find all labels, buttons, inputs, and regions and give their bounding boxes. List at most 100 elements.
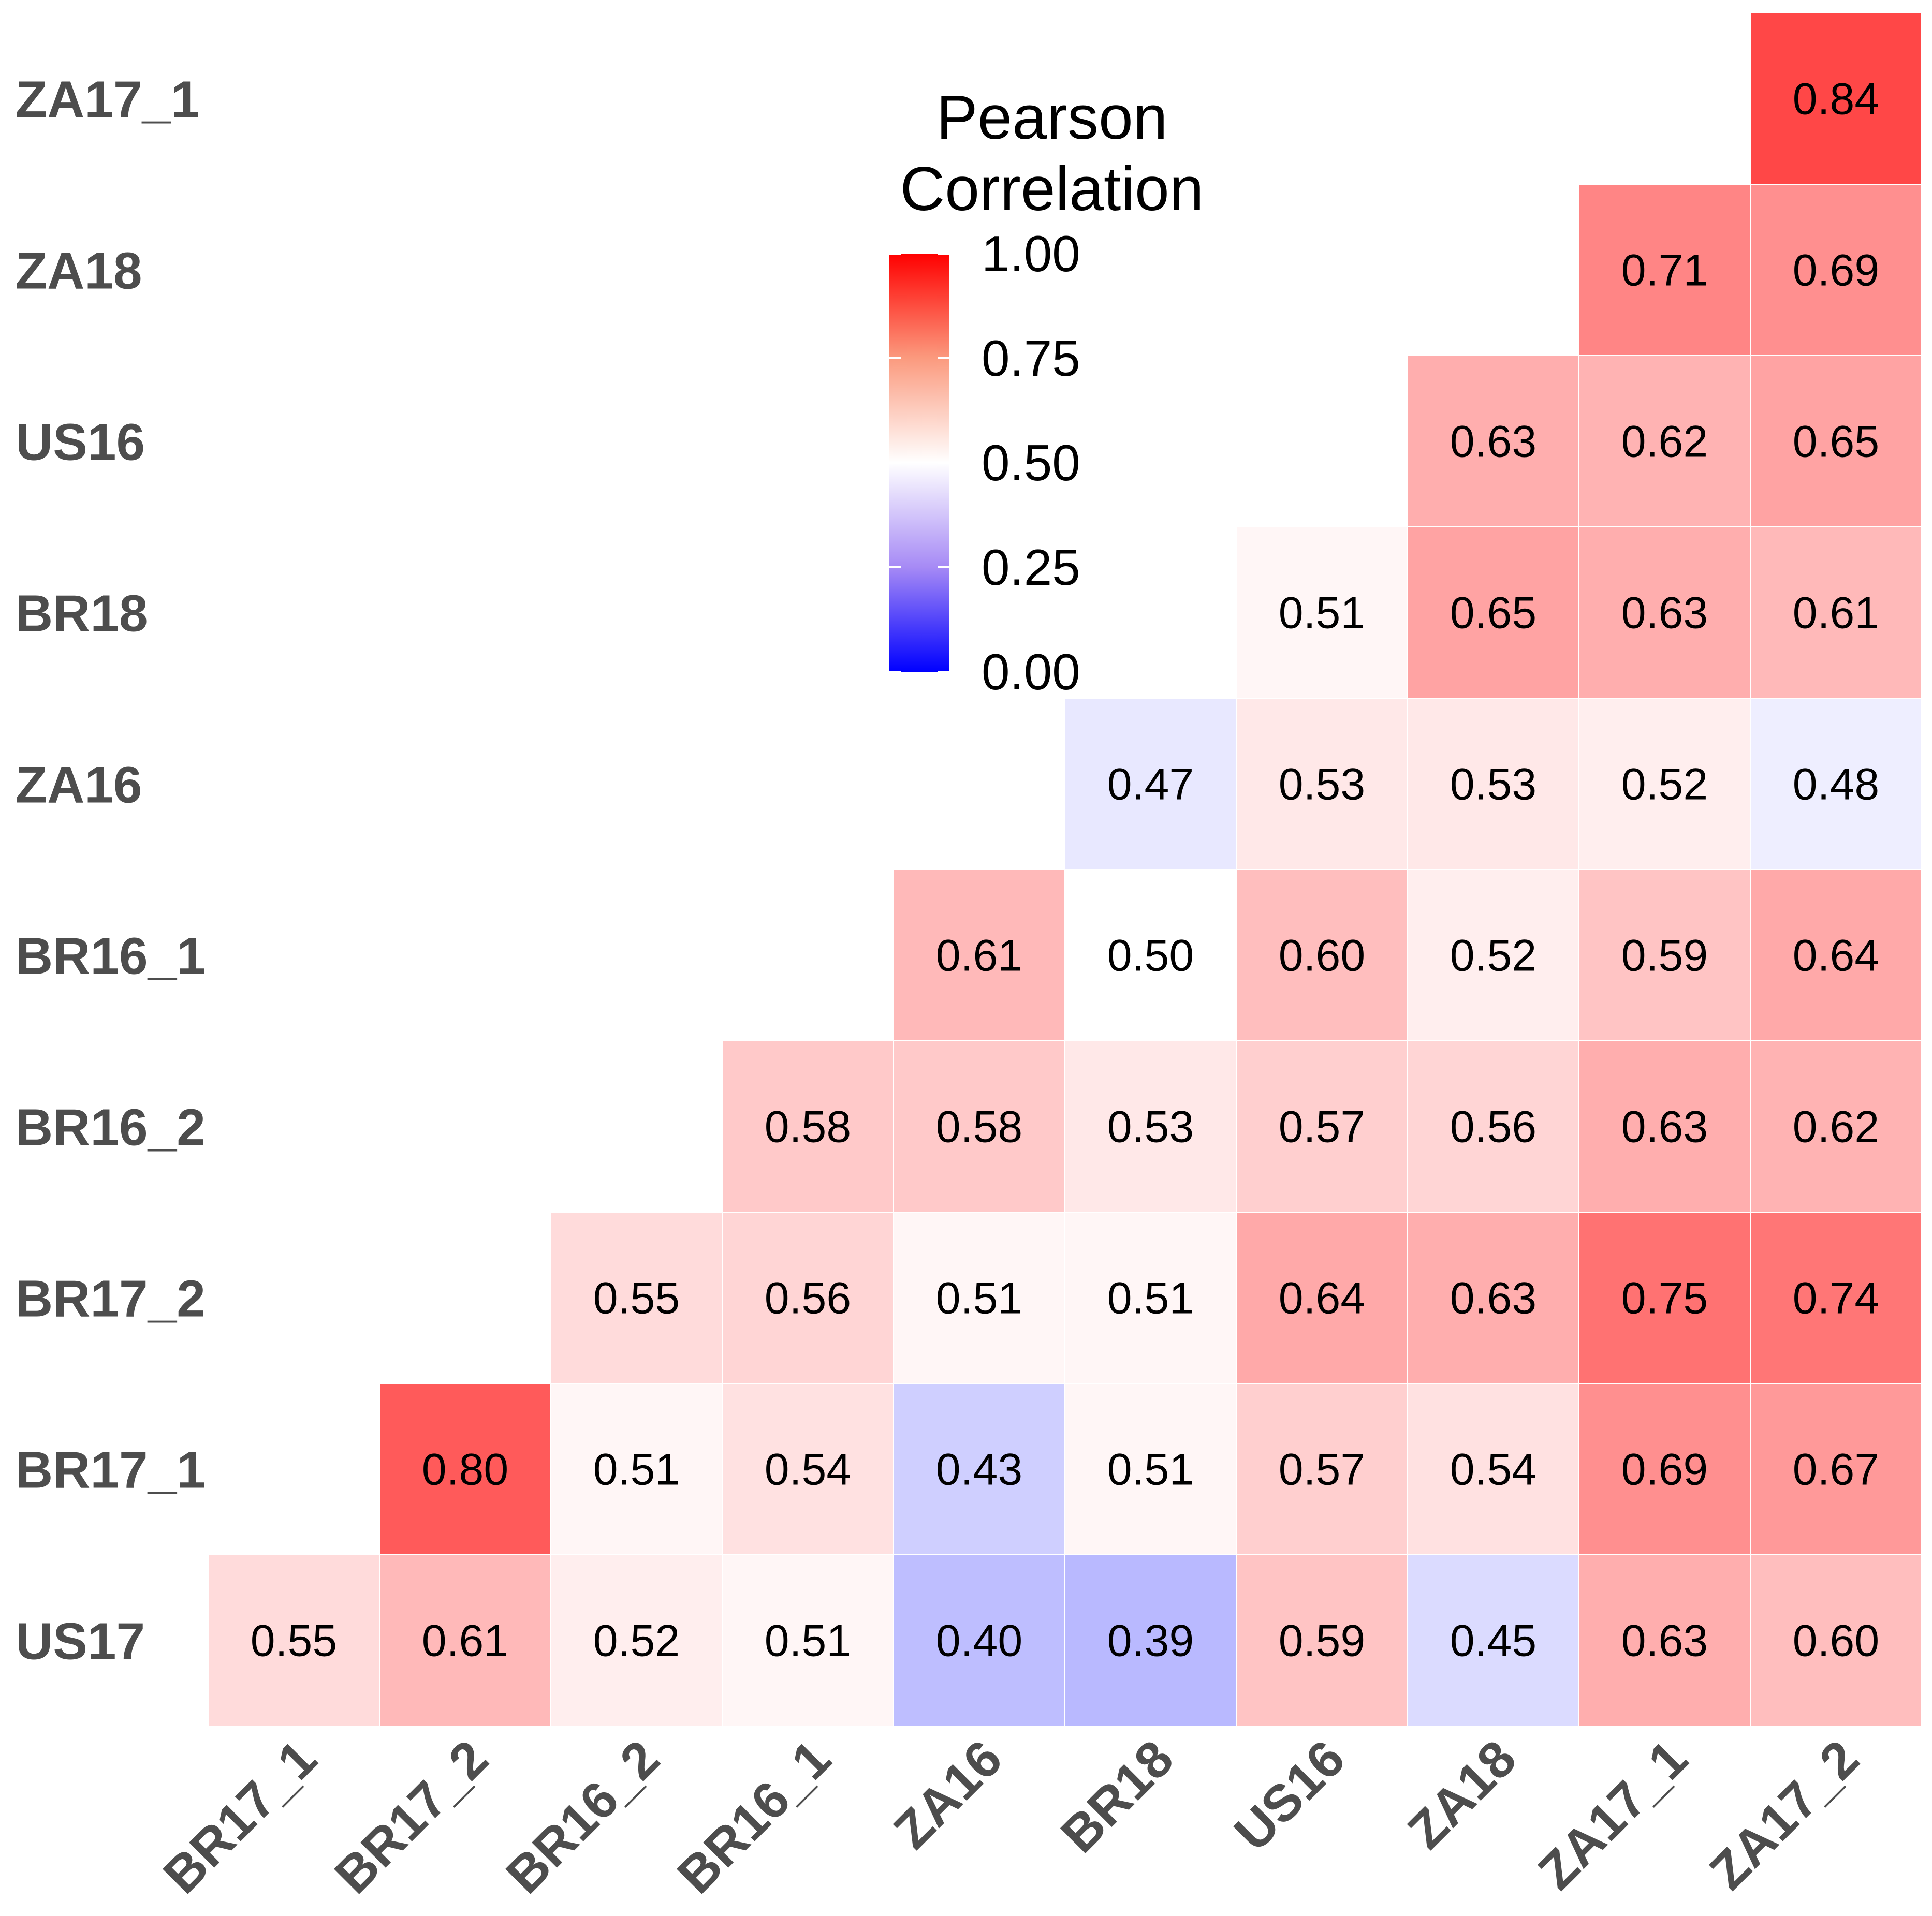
y-axis-label: BR17_2 xyxy=(16,1270,206,1328)
cell-value-label: 0.61 xyxy=(422,1616,508,1666)
cell-value-label: 0.59 xyxy=(1621,931,1708,981)
cell-value-label: 0.51 xyxy=(936,1274,1022,1323)
cell-value-label: 0.53 xyxy=(1279,760,1365,809)
cell-value-label: 0.51 xyxy=(1279,588,1365,638)
cell-value-label: 0.63 xyxy=(1450,1274,1536,1323)
heatmap-cell-BR16_2-ZA16 xyxy=(893,1040,1065,1213)
cell-value-label: 0.45 xyxy=(1450,1616,1536,1666)
heatmap-cell-BR16_1-ZA18 xyxy=(1407,869,1579,1041)
cell-value-label: 0.69 xyxy=(1621,1445,1708,1495)
heatmap-cell-US17-ZA17_1 xyxy=(1578,1554,1751,1727)
cell-value-label: 0.61 xyxy=(936,931,1022,981)
cell-value-label: 0.51 xyxy=(593,1445,680,1495)
heatmap-cell-ZA17_1-ZA17_2 xyxy=(1750,12,1922,185)
cell-value-label: 0.40 xyxy=(936,1616,1022,1666)
cell-value-label: 0.60 xyxy=(1793,1616,1879,1666)
cell-value-label: 0.62 xyxy=(1793,1102,1879,1152)
heatmap-cell-US17-BR18 xyxy=(1064,1554,1237,1727)
heatmap-cell-BR17_1-ZA18 xyxy=(1407,1383,1579,1555)
heatmap-cell-US17-ZA16 xyxy=(893,1554,1065,1727)
heatmap-cell-BR16_2-ZA17_1 xyxy=(1578,1040,1751,1213)
cell-value-label: 0.80 xyxy=(422,1445,508,1495)
x-axis-label: ZA16 xyxy=(883,1729,1013,1860)
x-axis-label: BR16_1 xyxy=(666,1729,842,1905)
cell-value-label: 0.62 xyxy=(1621,417,1708,467)
x-axis-label: US16 xyxy=(1223,1729,1356,1862)
legend-title-line-2: Correlation xyxy=(900,154,1204,224)
y-axis-labels: ZA17_1 ZA18 US16 BR18 ZA16 BR16_1 BR16_2 BR17_2… xyxy=(16,71,206,1671)
cell-value-label: 0.51 xyxy=(765,1616,851,1666)
cell-value-label: 0.57 xyxy=(1279,1445,1365,1495)
legend-tick-label: 0.50 xyxy=(982,434,1080,491)
heatmap-cell-BR17_2-ZA17_1 xyxy=(1578,1212,1751,1384)
heatmap-cell-BR16_1-ZA17_2 xyxy=(1750,869,1922,1041)
legend-tick-label: 0.25 xyxy=(982,539,1080,596)
y-axis-label: US16 xyxy=(16,414,145,471)
y-axis-label: US17 xyxy=(16,1613,145,1671)
heatmap-cell-BR17_2-ZA17_2 xyxy=(1750,1212,1922,1384)
y-axis-label: BR17_1 xyxy=(16,1441,206,1499)
cell-value-label: 0.57 xyxy=(1279,1102,1365,1152)
cell-value-label: 0.56 xyxy=(765,1274,851,1323)
cell-value-label: 0.53 xyxy=(1107,1102,1194,1152)
y-axis-label: BR18 xyxy=(16,585,148,643)
heatmap-cell-BR17_2-BR16_2 xyxy=(550,1212,723,1384)
cell-value-label: 0.52 xyxy=(1621,760,1708,809)
cell-value-label: 0.65 xyxy=(1793,417,1879,467)
heatmap-cell-BR17_1-ZA17_2 xyxy=(1750,1383,1922,1555)
cell-value-label: 0.64 xyxy=(1279,1274,1365,1323)
heatmap-cell-BR17_1-BR16_2 xyxy=(550,1383,723,1555)
x-axis-label: ZA17_1 xyxy=(1527,1729,1699,1900)
cells-layer xyxy=(208,12,1922,1727)
legend-ticks: 1.00 0.75 0.50 0.25 0.00 xyxy=(889,225,1080,700)
heatmap-cell-BR17_1-ZA17_1 xyxy=(1578,1383,1751,1555)
cell-value-label: 0.84 xyxy=(1793,75,1879,124)
y-axis-label: BR16_2 xyxy=(16,1099,206,1157)
cell-value-label: 0.60 xyxy=(1279,931,1365,981)
heatmap-cell-BR16_2-BR16_1 xyxy=(722,1040,894,1213)
cell-value-label: 0.55 xyxy=(593,1274,680,1323)
heatmap-cell-ZA18-ZA17_2 xyxy=(1750,184,1922,356)
heatmap-cell-US17-BR17_2 xyxy=(379,1554,551,1727)
cell-value-label: 0.54 xyxy=(1450,1445,1536,1495)
heatmap-cell-BR16_1-US16 xyxy=(1236,869,1408,1041)
legend-tick-label: 0.75 xyxy=(982,330,1080,387)
heatmap-cell-US17-BR16_2 xyxy=(550,1554,723,1727)
cell-value-label: 0.56 xyxy=(1450,1102,1536,1152)
cell-value-label: 0.58 xyxy=(936,1102,1022,1152)
heatmap-cell-US16-ZA18 xyxy=(1407,355,1579,527)
cell-value-label: 0.63 xyxy=(1450,417,1536,467)
cell-value-label: 0.71 xyxy=(1621,246,1708,296)
y-axis-label: BR16_1 xyxy=(16,927,206,985)
legend-title-line-1: Pearson xyxy=(936,83,1168,152)
x-axis-label: BR16_2 xyxy=(495,1729,670,1905)
heatmap-cell-ZA18-ZA17_1 xyxy=(1578,184,1751,356)
heatmap-cell-ZA16-ZA17_2 xyxy=(1750,698,1922,870)
cell-value-label: 0.47 xyxy=(1107,760,1194,809)
heatmap-cell-BR16_2-US16 xyxy=(1236,1040,1408,1213)
x-axis-label: BR17_2 xyxy=(324,1729,499,1905)
heatmap-cell-ZA16-ZA18 xyxy=(1407,698,1579,870)
heatmap-cell-BR17_2-ZA18 xyxy=(1407,1212,1579,1384)
x-axis-label: BR18 xyxy=(1050,1729,1184,1864)
x-axis-label: BR17_1 xyxy=(152,1729,328,1905)
cell-value-label: 0.58 xyxy=(765,1102,851,1152)
x-axis-label: ZA18 xyxy=(1397,1729,1527,1860)
cell-value-label: 0.63 xyxy=(1621,1102,1708,1152)
cell-value-label: 0.43 xyxy=(936,1445,1022,1495)
heatmap-cell-BR17_2-ZA16 xyxy=(893,1212,1065,1384)
heatmap-cell-US17-BR17_1 xyxy=(208,1554,380,1727)
heatmap-cell-BR18-ZA18 xyxy=(1407,526,1579,699)
y-axis-label: ZA18 xyxy=(16,242,142,300)
cell-value-label: 0.64 xyxy=(1793,931,1879,981)
cell-value-label: 0.63 xyxy=(1621,1616,1708,1666)
cell-value-label: 0.67 xyxy=(1793,1445,1879,1495)
cell-value-label: 0.52 xyxy=(1450,931,1536,981)
heatmap-cell-BR18-ZA17_2 xyxy=(1750,526,1922,699)
heatmap-cell-US17-BR16_1 xyxy=(722,1554,894,1727)
heatmap-cell-BR16_2-ZA17_2 xyxy=(1750,1040,1922,1213)
heatmap-cell-ZA16-US16 xyxy=(1236,698,1408,870)
